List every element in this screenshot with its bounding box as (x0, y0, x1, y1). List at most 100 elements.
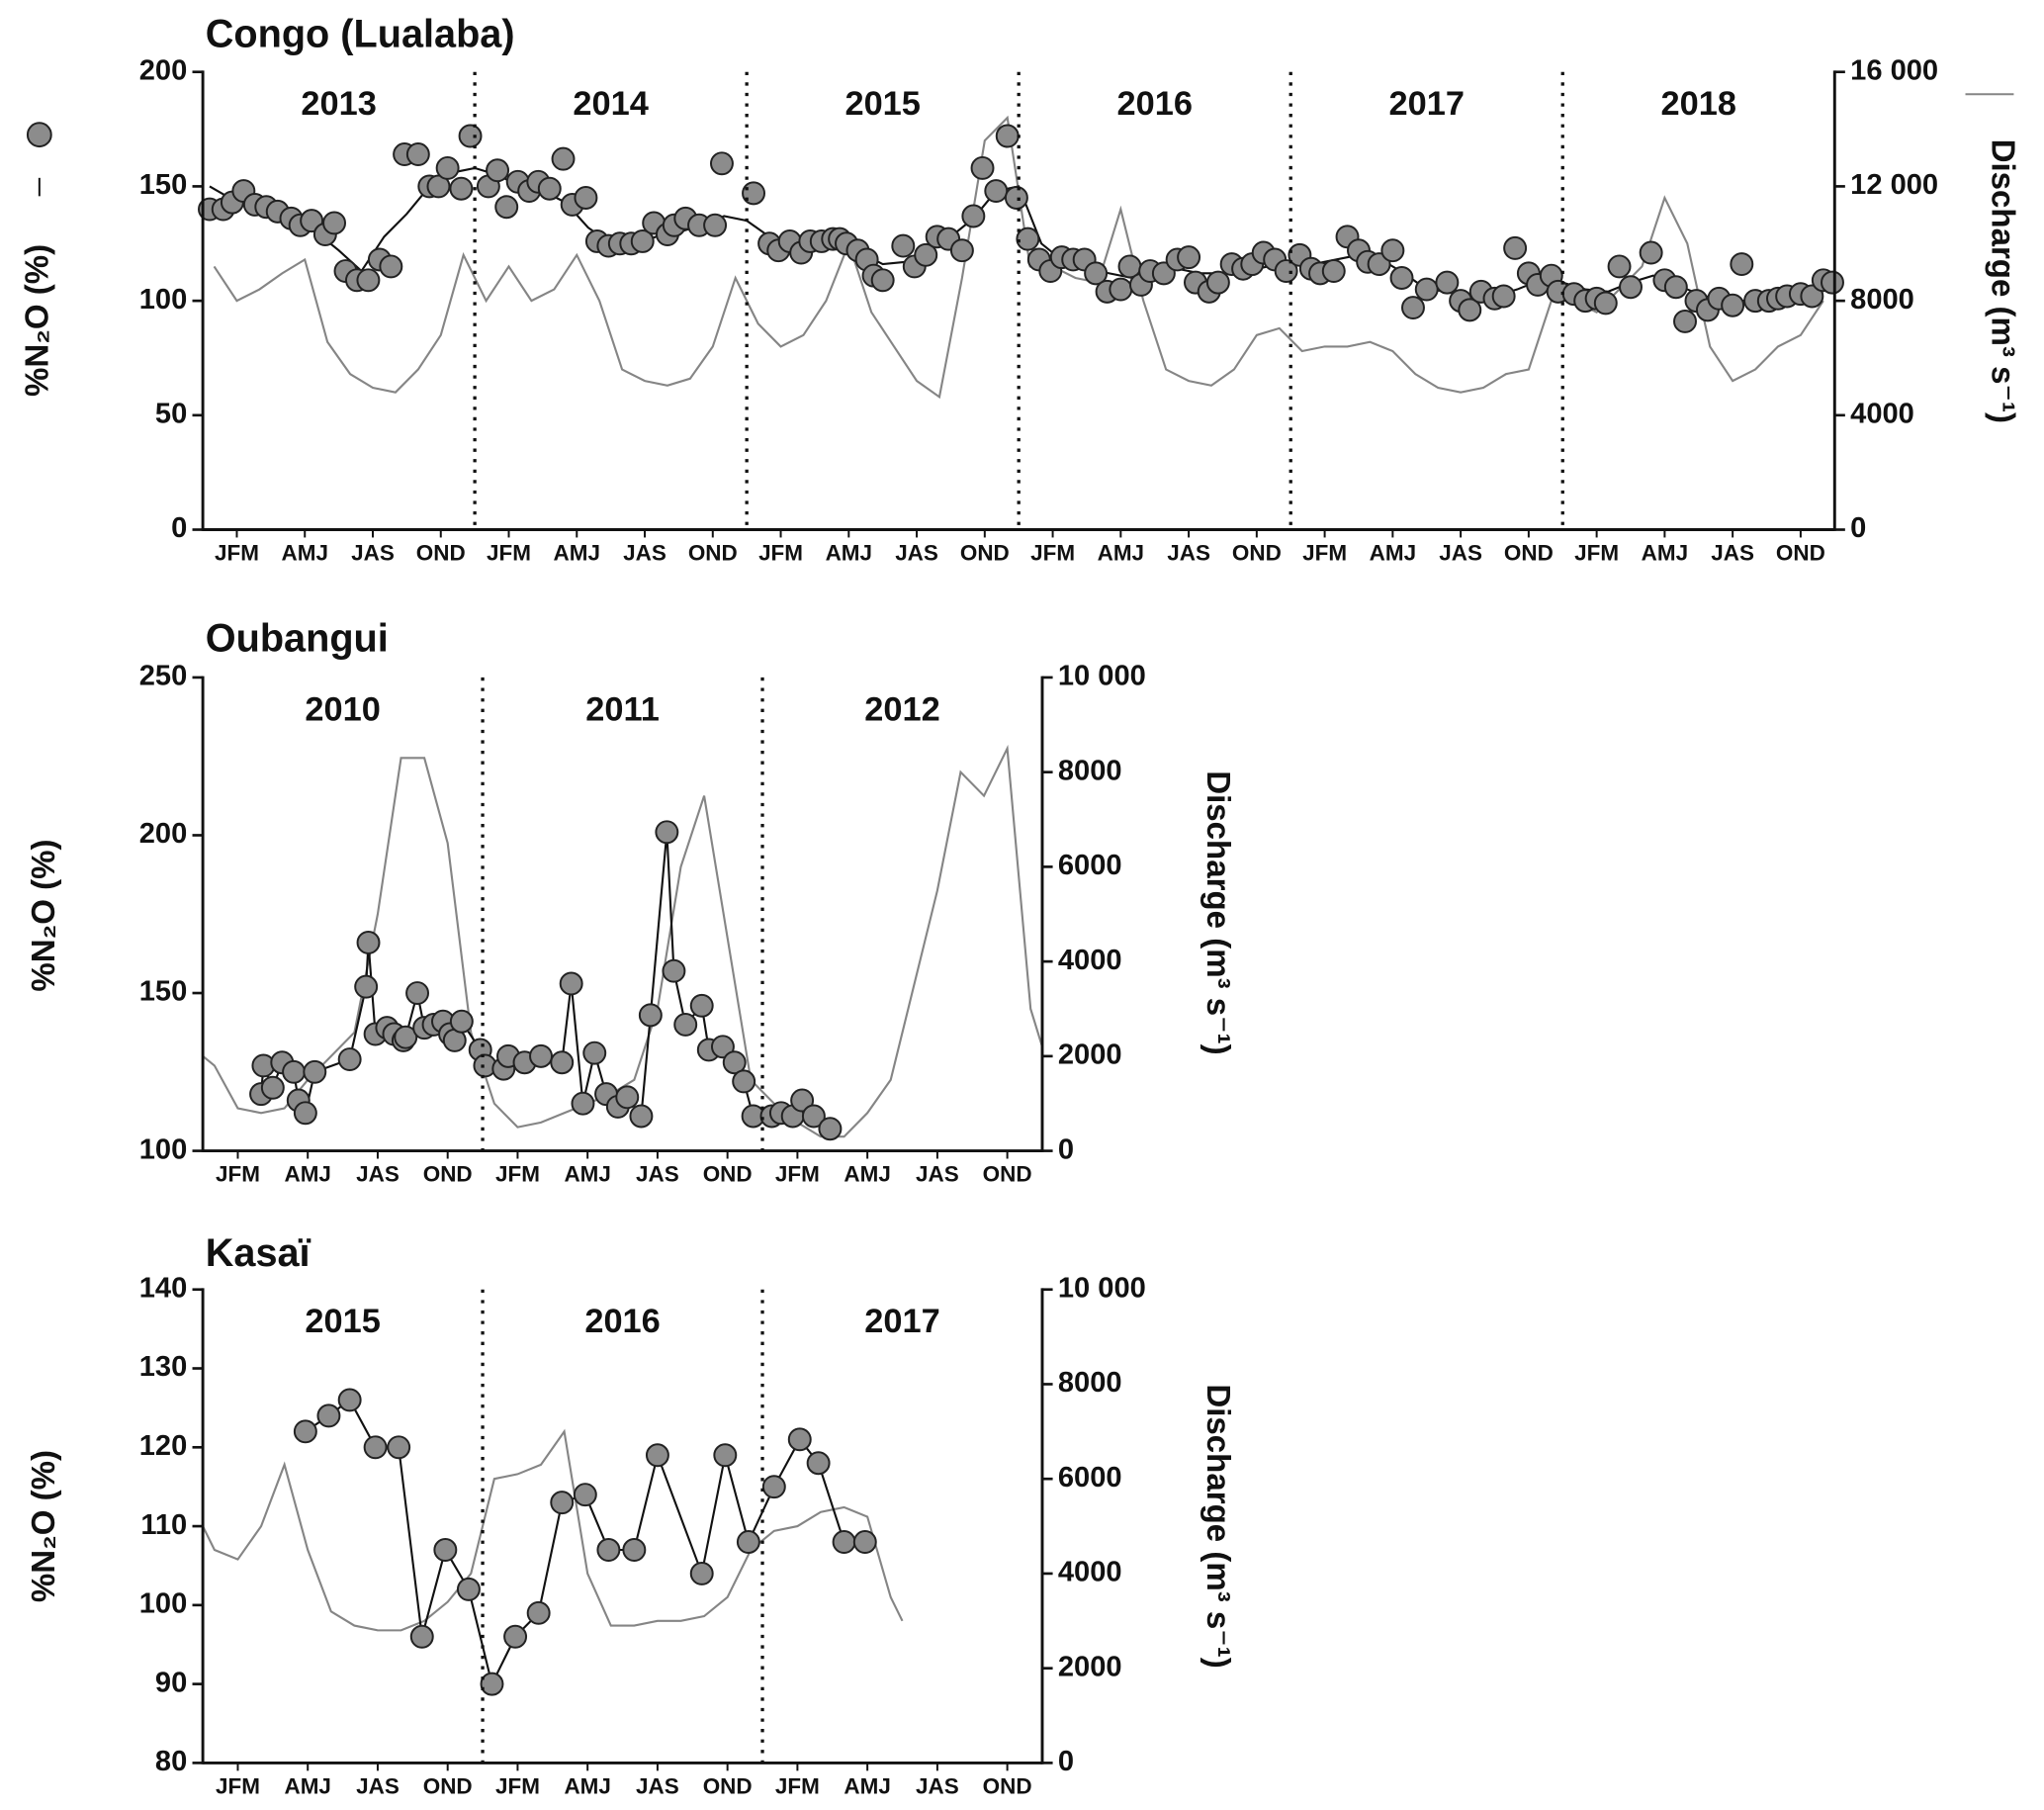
y2-tick-label: 16 000 (1850, 54, 1938, 86)
data-point (1321, 259, 1346, 284)
data-point (503, 1624, 528, 1649)
y-tick-label: 0 (171, 512, 187, 544)
data-point (316, 1403, 341, 1428)
y-tick-label: 150 (139, 976, 188, 1008)
data-point (949, 238, 974, 263)
data-point (573, 1483, 597, 1507)
y-tick-label: 90 (155, 1667, 187, 1698)
y-tick-label: 250 (139, 661, 188, 692)
x-tick-label: JFM (775, 1162, 820, 1187)
year-label: 2017 (864, 1303, 939, 1340)
x-tick-label: JAS (916, 1773, 959, 1798)
y-tick-label: 80 (155, 1746, 187, 1777)
data-point (732, 1069, 756, 1094)
data-point (722, 1050, 747, 1075)
data-point (303, 1059, 327, 1084)
y-tick-label: 130 (139, 1351, 188, 1383)
data-point (559, 971, 583, 996)
data-point (1800, 284, 1824, 309)
data-point (449, 176, 474, 201)
data-point (832, 1530, 856, 1554)
data-point (322, 211, 347, 235)
x-tick-label: OND (423, 1773, 473, 1798)
y2-axis-title: Discharge (m³ s⁻¹) (1200, 1384, 1236, 1668)
data-point (1639, 240, 1663, 265)
data-point (1084, 261, 1109, 286)
data-point (433, 1538, 458, 1562)
y-axis-title: %N₂O (%) (26, 839, 62, 991)
x-tick-label: AMJ (564, 1162, 610, 1187)
x-tick-label: JFM (495, 1162, 540, 1187)
data-point (1380, 238, 1405, 263)
y2-tick-label: 2000 (1058, 1040, 1122, 1071)
x-tick-label: OND (703, 1162, 753, 1187)
data-point (689, 1561, 714, 1585)
y-tick-label: 140 (139, 1272, 188, 1304)
y2-tick-label: 10 000 (1058, 1272, 1146, 1304)
year-label: 2015 (305, 1303, 380, 1340)
x-tick-label: AMJ (844, 1162, 890, 1187)
x-tick-label: AMJ (564, 1773, 610, 1798)
data-point (662, 958, 686, 983)
year-label: 2011 (585, 690, 660, 728)
data-point (260, 1075, 285, 1100)
data-point (1607, 254, 1632, 279)
y2-tick-label: 8000 (1058, 755, 1122, 786)
data-point (387, 1435, 411, 1460)
data-point (673, 1012, 698, 1037)
data-point (405, 142, 430, 166)
data-point (703, 213, 728, 237)
y2-tick-label: 10 000 (1058, 661, 1146, 692)
x-tick-label: JFM (775, 1773, 820, 1798)
x-tick-label: AMJ (1098, 541, 1144, 566)
x-tick-label: OND (1232, 541, 1282, 566)
data-point (394, 1025, 418, 1049)
data-point (1205, 270, 1230, 295)
x-tick-label: JAS (1167, 541, 1210, 566)
data-point (1673, 309, 1697, 333)
x-tick-label: AMJ (1370, 541, 1416, 566)
year-label: 2018 (1661, 85, 1736, 123)
data-point (818, 1117, 843, 1141)
data-point (537, 176, 562, 201)
data-point (1503, 235, 1528, 260)
x-tick-label: JAS (916, 1162, 959, 1187)
y-tick-label: 200 (139, 54, 188, 86)
data-point (914, 242, 938, 267)
data-point (409, 1624, 434, 1649)
y2-tick-label: 4000 (1850, 399, 1914, 430)
legend-marker (26, 122, 52, 148)
x-tick-label: AMJ (844, 1773, 890, 1798)
x-tick-label: JFM (1574, 541, 1619, 566)
y2-tick-label: 8000 (1058, 1367, 1122, 1399)
data-point (995, 124, 1020, 148)
data-point (356, 268, 381, 293)
data-point (458, 124, 483, 148)
data-point (550, 1491, 575, 1515)
data-point (1491, 284, 1516, 309)
year-label: 2015 (844, 85, 920, 123)
data-point (1663, 275, 1688, 300)
data-point (1389, 266, 1414, 290)
data-point (1730, 252, 1754, 277)
data-point (486, 158, 510, 183)
x-tick-label: JFM (495, 1773, 540, 1798)
data-point (337, 1047, 362, 1072)
data-point (1593, 291, 1618, 316)
year-label: 2013 (301, 85, 376, 123)
chart-title: Kasaï (206, 1231, 311, 1275)
data-point (1401, 296, 1425, 320)
x-tick-label: OND (1504, 541, 1554, 566)
y-tick-label: 100 (139, 284, 188, 316)
x-tick-label: OND (983, 1773, 1032, 1798)
data-point (629, 1104, 654, 1129)
data-point (293, 1101, 317, 1126)
x-tick-label: AMJ (1642, 541, 1688, 566)
data-point (622, 1538, 647, 1562)
data-point (551, 146, 576, 171)
data-point (550, 1050, 575, 1075)
data-point (984, 179, 1009, 204)
x-tick-label: JAS (1439, 541, 1482, 566)
data-point (742, 181, 766, 206)
